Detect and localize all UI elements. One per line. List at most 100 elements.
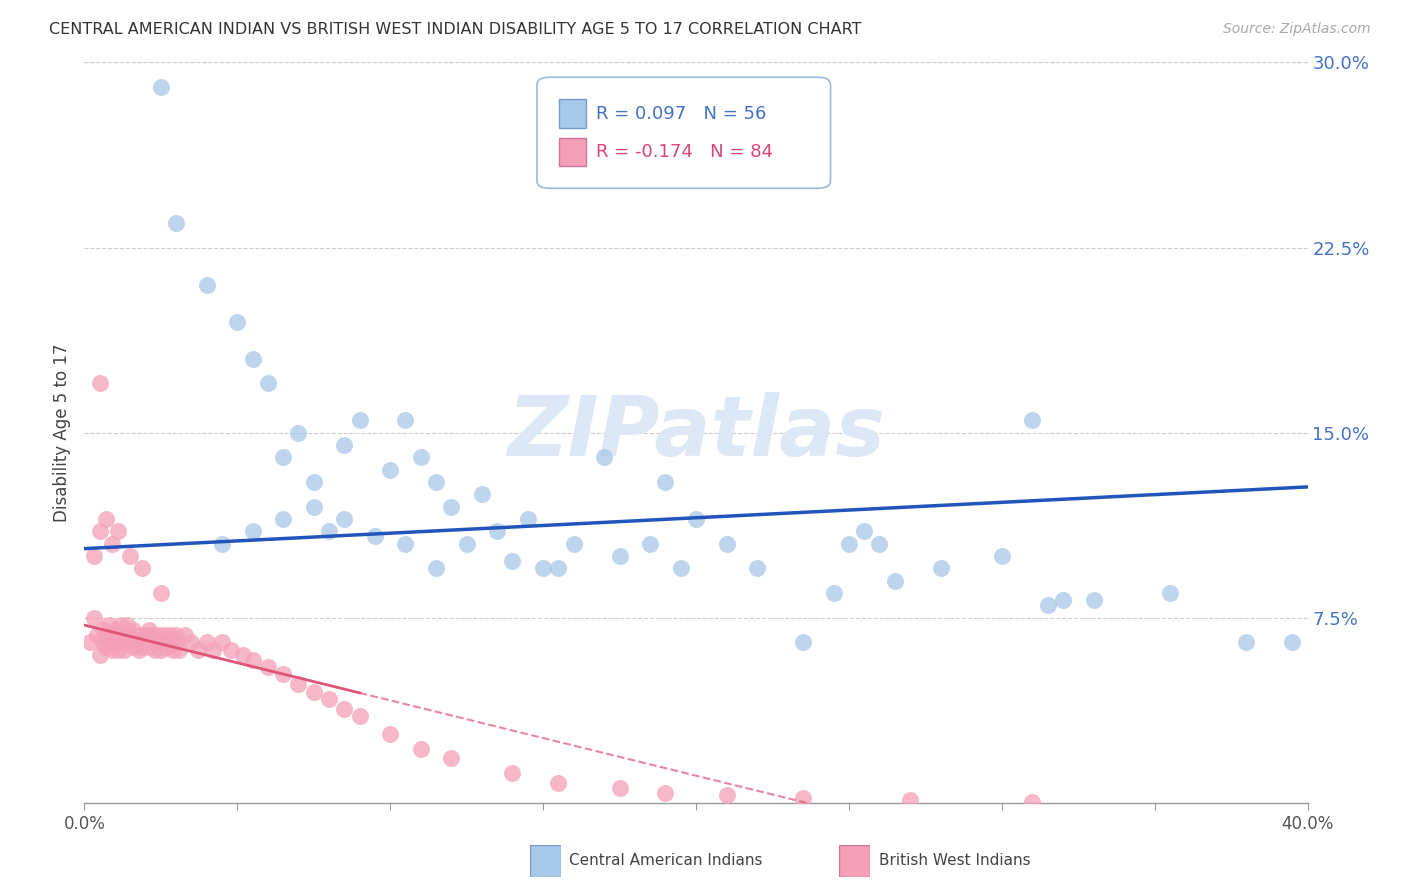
Point [149,635,172,649]
Point [131,561,153,575]
Point [440,751,463,765]
Point [104,623,127,637]
Point [94,512,117,526]
Point [271,667,294,681]
Point [110,635,132,649]
Point [135,628,157,642]
Point [94,628,117,642]
Point [1021,795,1043,809]
FancyBboxPatch shape [537,78,831,188]
Text: R = 0.097   N = 56: R = 0.097 N = 56 [596,104,766,122]
Point [1236,635,1258,649]
Point [869,537,891,551]
Point [562,537,585,551]
Point [79,635,101,649]
Point [112,642,135,657]
Point [128,642,150,657]
Point [186,642,208,657]
Point [141,628,163,642]
Point [156,640,179,655]
Point [1281,635,1303,649]
Point [685,512,707,526]
Point [165,628,187,642]
Point [838,537,860,551]
Point [219,642,242,657]
Point [101,628,124,642]
Point [425,561,447,575]
Point [257,376,280,391]
Point [1052,593,1074,607]
Point [226,315,249,329]
Point [593,450,616,465]
Point [638,537,661,551]
Point [89,524,111,539]
Point [471,487,494,501]
Point [547,561,569,575]
Point [333,702,356,716]
Point [456,537,478,551]
Point [502,766,524,780]
Point [380,727,402,741]
Point [120,628,142,642]
Point [131,640,153,655]
Point [531,561,554,575]
Point [287,425,309,440]
Point [440,500,463,514]
Point [174,628,197,642]
Point [107,524,129,539]
Point [131,628,153,642]
Point [654,786,676,800]
Point [167,642,190,657]
Point [86,628,108,642]
Point [349,413,371,427]
Point [112,628,135,642]
Point [853,524,876,539]
Point [159,628,181,642]
Point [146,628,169,642]
Point [318,524,340,539]
Point [486,524,509,539]
Point [823,586,845,600]
Point [120,549,142,563]
Point [394,413,416,427]
Point [716,789,738,803]
Point [1036,599,1059,613]
Point [1159,586,1181,600]
Point [1021,413,1043,427]
FancyBboxPatch shape [560,138,586,166]
Point [302,475,325,489]
FancyBboxPatch shape [530,845,561,877]
Point [125,628,148,642]
Point [242,524,264,539]
Point [149,80,172,95]
Point [409,741,432,756]
Point [149,642,172,657]
Text: British West Indians: British West Indians [879,854,1031,868]
Point [394,537,416,551]
Point [89,648,111,662]
Point [669,561,692,575]
Point [94,640,117,655]
Point [302,685,325,699]
Point [138,640,160,655]
Text: CENTRAL AMERICAN INDIAN VS BRITISH WEST INDIAN DISABILITY AGE 5 TO 17 CORRELATIO: CENTRAL AMERICAN INDIAN VS BRITISH WEST … [49,22,862,37]
Point [162,642,184,657]
Point [195,635,218,649]
Point [83,549,105,563]
Point [654,475,676,489]
Point [97,635,120,649]
Point [211,537,233,551]
Point [115,618,138,632]
Point [141,635,163,649]
Point [104,635,127,649]
Point [143,642,166,657]
Point [609,780,631,795]
Point [195,277,218,292]
Point [898,793,921,807]
FancyBboxPatch shape [839,845,870,877]
Point [91,635,114,649]
Point [180,635,202,649]
Point [107,642,129,657]
Point [242,653,264,667]
Point [1083,593,1105,607]
